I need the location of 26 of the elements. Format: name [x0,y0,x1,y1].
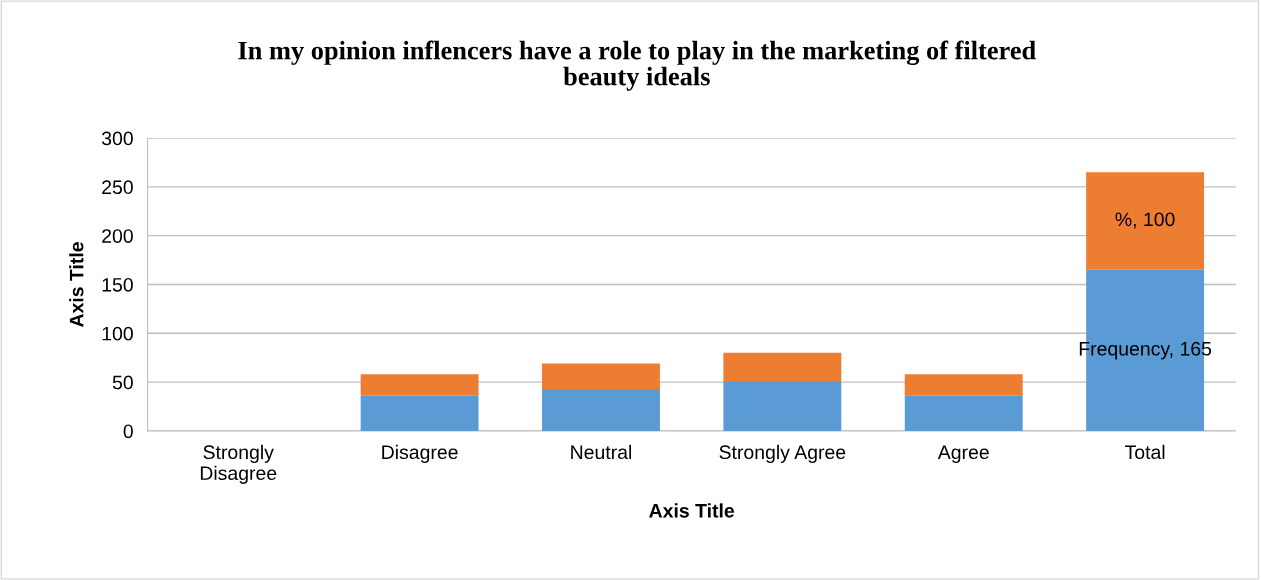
y-tick-label: 50 [112,375,133,390]
bar [542,388,660,431]
bar [904,395,1023,431]
y-tick-label: 150 [102,277,133,292]
bar [904,374,1023,396]
bar [723,352,842,383]
y-tick-label: 100 [102,326,133,341]
x-tick-label: Neutral [571,444,632,460]
x-tick-label: Strongly Disagree [200,444,277,484]
y-tick-label: 300 [101,131,133,146]
chart-title: In my opinion inflencers have a role to play in the marketing of filtered beauty ideals [238,40,1036,91]
bar [360,395,479,431]
x-tick-label: Agree [937,445,989,463]
x-tick-label: Disagree [382,444,458,463]
data-label: %, 100 [1115,212,1175,229]
bar [542,363,660,389]
y-tick-label: 250 [102,180,133,195]
x-tick-label: Total [1125,444,1165,460]
x-tick-label: Strongly Agree [719,444,846,463]
bar [1086,172,1205,270]
y-axis-title: Axis Title [69,242,84,328]
y-tick-label: 0 [123,424,133,439]
bar [360,374,479,396]
x-axis-title: Axis Title [649,503,735,518]
bar [723,382,842,431]
y-tick-label: 200 [102,229,133,243]
